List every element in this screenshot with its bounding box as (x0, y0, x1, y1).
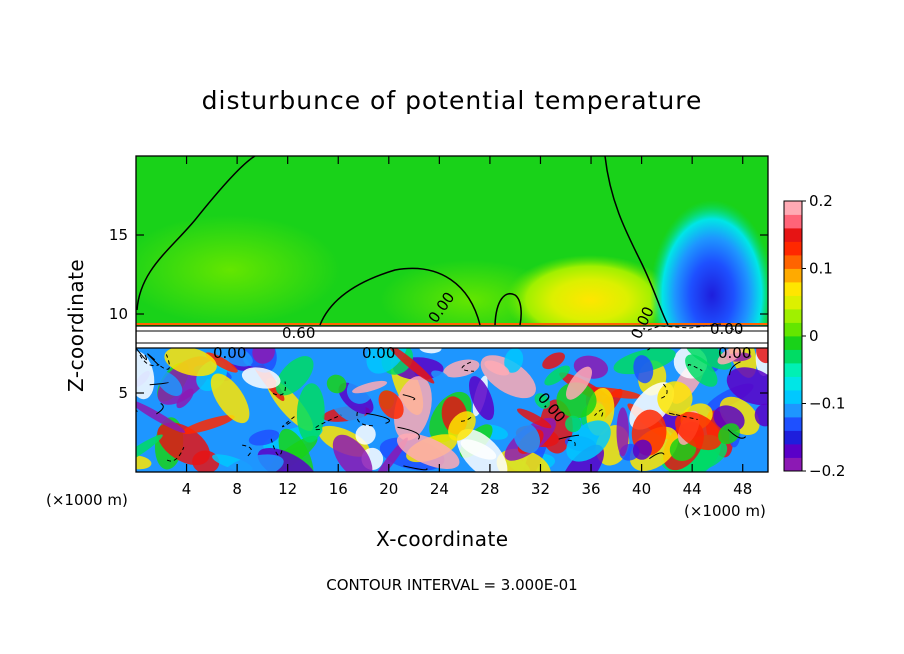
colorbar-swatch (784, 403, 802, 418)
colorbar-swatch (784, 295, 802, 310)
x-tick-label: 40 (632, 480, 651, 498)
x-unit-label-left: (×1000 m) (46, 491, 128, 509)
y-tick-label: 15 (109, 226, 128, 244)
x-tick-label: 16 (329, 480, 348, 498)
colorbar-swatch (784, 376, 802, 391)
x-tick-label: 32 (531, 480, 550, 498)
heatmap-field (136, 156, 768, 472)
contour-label: 0.00 (213, 344, 246, 362)
colorbar-swatch (784, 228, 802, 242)
colorbar-swatch (784, 201, 802, 215)
chart-title: disturbunce of potential temperature (201, 86, 703, 115)
x-tick-label: 24 (430, 480, 449, 498)
colorbar-swatch (784, 214, 802, 229)
colorbar-tick-label: 0 (809, 327, 819, 345)
x-tick-label: 48 (733, 480, 752, 498)
colorbar-swatch (784, 444, 802, 458)
colorbar-swatch (784, 268, 802, 283)
colorbar-swatch (784, 363, 802, 377)
y-axis-label: Z-coordinate (64, 258, 88, 392)
colorbar-swatch (784, 336, 802, 350)
x-tick-label: 20 (379, 480, 398, 498)
x-tick-label: 28 (480, 480, 499, 498)
contour-label: 0.60 (282, 324, 315, 342)
colorbar: 0.2 0.1 0 −0.1 −0.2 (783, 192, 845, 480)
x-unit-label-right: (×1000 m) (684, 502, 766, 520)
contour-interval-note: CONTOUR INTERVAL = 3.000E-01 (326, 576, 578, 594)
x-tick-label: 44 (683, 480, 702, 498)
x-axis-label: X-coordinate (376, 527, 509, 551)
colorbar-swatch (784, 390, 802, 404)
x-tick-label: 12 (278, 480, 297, 498)
colorbar-swatch (784, 349, 802, 364)
x-tick-label: 36 (581, 480, 600, 498)
colorbar-tick-label: 0.1 (809, 260, 833, 278)
colorbar-tick-label: −0.1 (809, 395, 845, 413)
contour-label: 0.00 (362, 344, 395, 362)
colorbar-tick-label: 0.2 (809, 192, 833, 210)
colorbar-swatch (784, 322, 802, 337)
x-tick-label: 8 (232, 480, 242, 498)
colorbar-swatch (784, 457, 802, 472)
contour-label: 0.00 (710, 320, 743, 338)
colorbar-swatch (784, 241, 802, 256)
colorbar-swatch (784, 255, 802, 269)
x-tick-label: 4 (182, 480, 192, 498)
y-tick-label: 5 (118, 384, 128, 402)
colorbar-swatch (784, 282, 802, 296)
colorbar-swatch (784, 417, 802, 431)
colorbar-swatch (784, 430, 802, 445)
colorbar-swatch (784, 309, 802, 323)
colorbar-tick-label: −0.2 (809, 462, 845, 480)
y-tick-label: 10 (109, 305, 128, 323)
contour-label: 0.00 (718, 344, 751, 362)
